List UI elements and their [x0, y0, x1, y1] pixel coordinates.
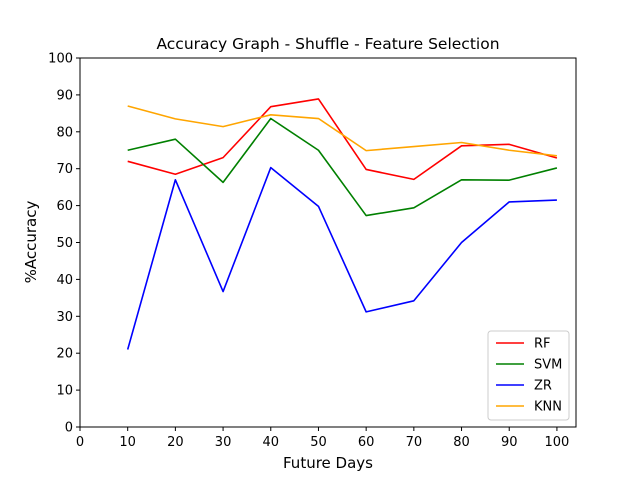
- series-line-knn: [127, 105, 558, 157]
- series-line-zr: [126, 166, 557, 350]
- y-axis: 0 10 20 30 40 50 60 70 80 90 100: [48, 52, 80, 436]
- y-tick-label: 30: [56, 310, 73, 325]
- x-tick-label: 40: [262, 435, 279, 450]
- y-axis-label: %Accuracy: [22, 201, 40, 284]
- y-tick-label: 60: [56, 199, 73, 214]
- legend-box: [487, 330, 570, 421]
- x-tick-label: 30: [215, 435, 232, 450]
- legend: RF SVM ZR KNN: [487, 330, 570, 421]
- x-tick-label: 60: [358, 435, 375, 450]
- series-line-svm: [127, 117, 558, 217]
- y-tick-label: 100: [48, 52, 73, 67]
- legend-label-knn: KNN: [534, 400, 562, 415]
- x-tick-label: 100: [545, 435, 570, 450]
- y-tick-label: 10: [56, 384, 73, 399]
- x-axis-label: Future Days: [283, 454, 373, 472]
- x-axis: 0 10 20 30 40 50 60 70 80 90 100: [76, 427, 569, 450]
- x-tick-label: 50: [310, 435, 327, 450]
- plot-lines: [126, 98, 558, 350]
- legend-label-rf: RF: [534, 337, 551, 352]
- y-tick-label: 40: [56, 273, 73, 288]
- legend-label-svm: SVM: [534, 358, 562, 373]
- y-tick-label: 70: [56, 162, 73, 177]
- y-tick-label: 90: [56, 88, 73, 103]
- y-tick-label: 0: [65, 421, 73, 436]
- x-tick-label: 80: [453, 435, 470, 450]
- x-tick-label: 0: [76, 435, 84, 450]
- y-tick-label: 20: [56, 347, 73, 362]
- x-tick-label: 10: [119, 435, 136, 450]
- x-tick-label: 90: [501, 435, 518, 450]
- y-tick-label: 80: [56, 125, 73, 140]
- legend-label-zr: ZR: [534, 379, 552, 394]
- x-tick-label: 20: [167, 435, 184, 450]
- y-tick-label: 50: [56, 236, 73, 251]
- chart-title: Accuracy Graph - Shuffle - Feature Selec…: [156, 35, 499, 53]
- x-tick-label: 70: [406, 435, 423, 450]
